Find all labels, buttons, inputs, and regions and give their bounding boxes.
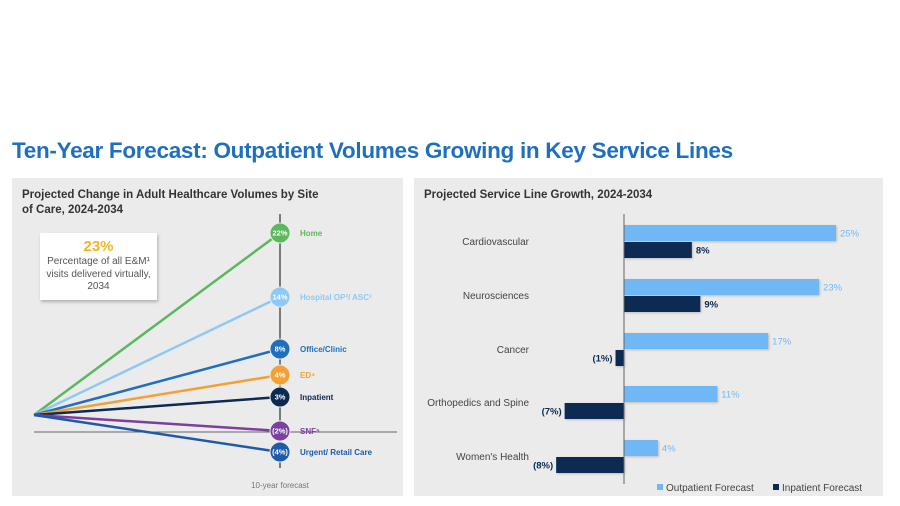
series-line-snf [33, 413, 281, 433]
data-label-hospital-op-asc: 14% [272, 293, 287, 302]
bar-outpatient-forecast-orthopedics-and-spine [624, 386, 718, 402]
bar-inpatient-forecast-women-s-health [556, 457, 624, 473]
series-name-home: Home [300, 229, 323, 238]
data-label: 4% [662, 444, 676, 455]
bar-inpatient-forecast-neurosciences [624, 296, 701, 312]
category-label: Neurosciences [463, 291, 529, 302]
bar-outpatient-forecast-cardiovascular [624, 225, 836, 241]
bar-inpatient-forecast-orthopedics-and-spine [564, 403, 624, 419]
bar-inpatient-forecast-cardiovascular [624, 242, 692, 258]
callout-description: Percentage of all E&M¹ visits delivered … [46, 256, 151, 292]
series-name-office-clinic: Office/Clinic [300, 345, 347, 354]
data-label-urgent-retail-care: (4%) [272, 448, 288, 457]
site-of-care-panel: Projected Change in Adult Healthcare Vol… [12, 178, 403, 496]
series-line-ed [33, 373, 281, 417]
series-name-snf: SNF⁵ [300, 427, 320, 436]
data-label: 25% [840, 229, 860, 240]
data-label-office-clinic: 8% [275, 345, 286, 354]
data-label: (1%) [592, 354, 612, 365]
data-label: (8%) [533, 461, 553, 472]
series-line-inpatient [33, 395, 281, 417]
data-point-hospital-op-asc [269, 286, 291, 308]
legend-label-outpatient: Outpatient Forecast [666, 483, 754, 494]
series-name-urgent-retail-care: Urgent/ Retail Care [300, 448, 373, 457]
bar-outpatient-forecast-neurosciences [624, 279, 820, 295]
virtual-visits-callout: 23% Percentage of all E&M¹ visits delive… [40, 233, 157, 300]
data-label: (7%) [542, 407, 562, 418]
site-of-care-line-chart: 22% Home 14% Hospital OP²/ ASC³ 8% Office/Cli… [33, 214, 397, 490]
data-point-office-clinic [269, 338, 291, 360]
category-label: Women's Health [456, 452, 529, 463]
data-point-urgent-retail-care [269, 441, 291, 463]
x-axis-label: 10-year forecast [251, 481, 310, 490]
data-point-home [269, 222, 291, 244]
site-of-care-chart-title: Projected Change in Adult Healthcare Vol… [22, 189, 319, 216]
bar-outpatient-forecast-cancer [624, 333, 769, 349]
data-label: 9% [704, 300, 718, 311]
category-label: Orthopedics and Spine [427, 398, 529, 409]
data-label-home: 22% [272, 229, 287, 238]
data-label: 11% [721, 390, 740, 401]
callout-value: 23% [83, 238, 114, 255]
series-name-ed: ED⁴ [300, 371, 315, 380]
series-name-hospital-op-asc: Hospital OP²/ ASC³ [300, 293, 372, 302]
service-line-bar-chart: Cardiovascular 25% 8% Neurosciences 23% 9% Can… [427, 214, 862, 494]
data-label: 17% [772, 337, 792, 348]
legend-swatch-inpatient [773, 484, 779, 490]
series-line-home [33, 231, 281, 417]
data-label-ed: 4% [275, 371, 286, 380]
series-name-inpatient: Inpatient [300, 393, 334, 402]
data-label-snf: (2%) [272, 427, 288, 436]
data-label: 23% [823, 283, 843, 294]
legend: Outpatient Forecast Inpatient Forecast [657, 483, 862, 494]
legend-swatch-outpatient [657, 484, 663, 490]
bar-inpatient-forecast-cancer [615, 350, 624, 366]
category-label: Cardiovascular [462, 237, 529, 248]
series-line-hospital-op-asc [33, 295, 281, 417]
service-line-panel: Projected Service Line Growth, 2024-2034… [414, 178, 883, 496]
service-line-chart-title: Projected Service Line Growth, 2024-2034 [424, 189, 653, 201]
category-label: Cancer [497, 345, 530, 356]
data-point-snf [269, 420, 291, 442]
data-label-inpatient: 3% [275, 393, 286, 402]
legend-label-inpatient: Inpatient Forecast [782, 483, 862, 494]
series-line-office-clinic [33, 347, 281, 417]
data-label: 8% [696, 246, 710, 257]
page-title: Ten-Year Forecast: Outpatient Volumes Gr… [12, 138, 733, 163]
data-point-ed [269, 364, 291, 386]
series-line-urgent-retail-care [33, 413, 281, 454]
bar-outpatient-forecast-women-s-health [624, 440, 658, 456]
data-point-inpatient [269, 386, 291, 408]
